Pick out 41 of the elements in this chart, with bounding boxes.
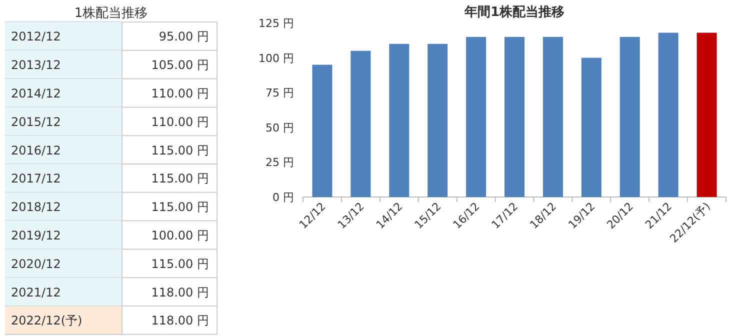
- bar: [428, 44, 448, 197]
- data-label: 118.00 円: [151, 285, 209, 300]
- category-label: 2018/12: [11, 200, 61, 214]
- category-label: 2021/12: [11, 285, 61, 300]
- data-label: 115.00 円: [151, 200, 209, 214]
- y-tick-label: 50 円: [266, 121, 294, 134]
- bar: [312, 64, 332, 197]
- category-label: 2013/12: [11, 58, 61, 72]
- category-label: 2022/12(予): [11, 314, 82, 328]
- category-label: 2012/12: [11, 30, 61, 44]
- y-tick-label: 125 円: [258, 17, 294, 30]
- category-label: 2020/12: [11, 256, 61, 271]
- y-tick-label: 100 円: [258, 52, 294, 65]
- category-label: 2016/12: [11, 143, 61, 158]
- chart-title: 年間1株配当推移: [463, 5, 565, 20]
- bar: [466, 36, 486, 197]
- y-tick-label: 25 円: [266, 156, 294, 170]
- bar: [389, 44, 410, 197]
- data-label: 105.00 円: [151, 58, 209, 72]
- bar: [350, 50, 371, 197]
- category-label: 2014/12: [11, 86, 61, 100]
- data-label: 110.00 円: [151, 114, 209, 129]
- category-label: 2017/12: [11, 172, 61, 186]
- data-label: 115.00 円: [151, 172, 209, 186]
- bar: [542, 36, 563, 197]
- data-label: 100.00 円: [151, 228, 209, 242]
- bar: [581, 58, 602, 197]
- category-label: 2019/12: [11, 228, 61, 242]
- data-label: 95.00 円: [158, 30, 209, 44]
- data-label: 110.00 円: [151, 86, 209, 100]
- bar: [696, 32, 717, 197]
- y-tick-label: 75 円: [266, 86, 294, 100]
- bar: [620, 36, 640, 197]
- bar: [658, 32, 678, 197]
- data-label: 118.00 円: [151, 314, 209, 328]
- category-label: 2015/12: [11, 114, 61, 129]
- bar: [504, 36, 524, 197]
- data-label: 115.00 円: [151, 143, 209, 158]
- text: 1株配当推移: [74, 6, 148, 21]
- data-label: 115.00 円: [151, 256, 209, 271]
- y-tick-label: 0 円: [272, 191, 294, 204]
